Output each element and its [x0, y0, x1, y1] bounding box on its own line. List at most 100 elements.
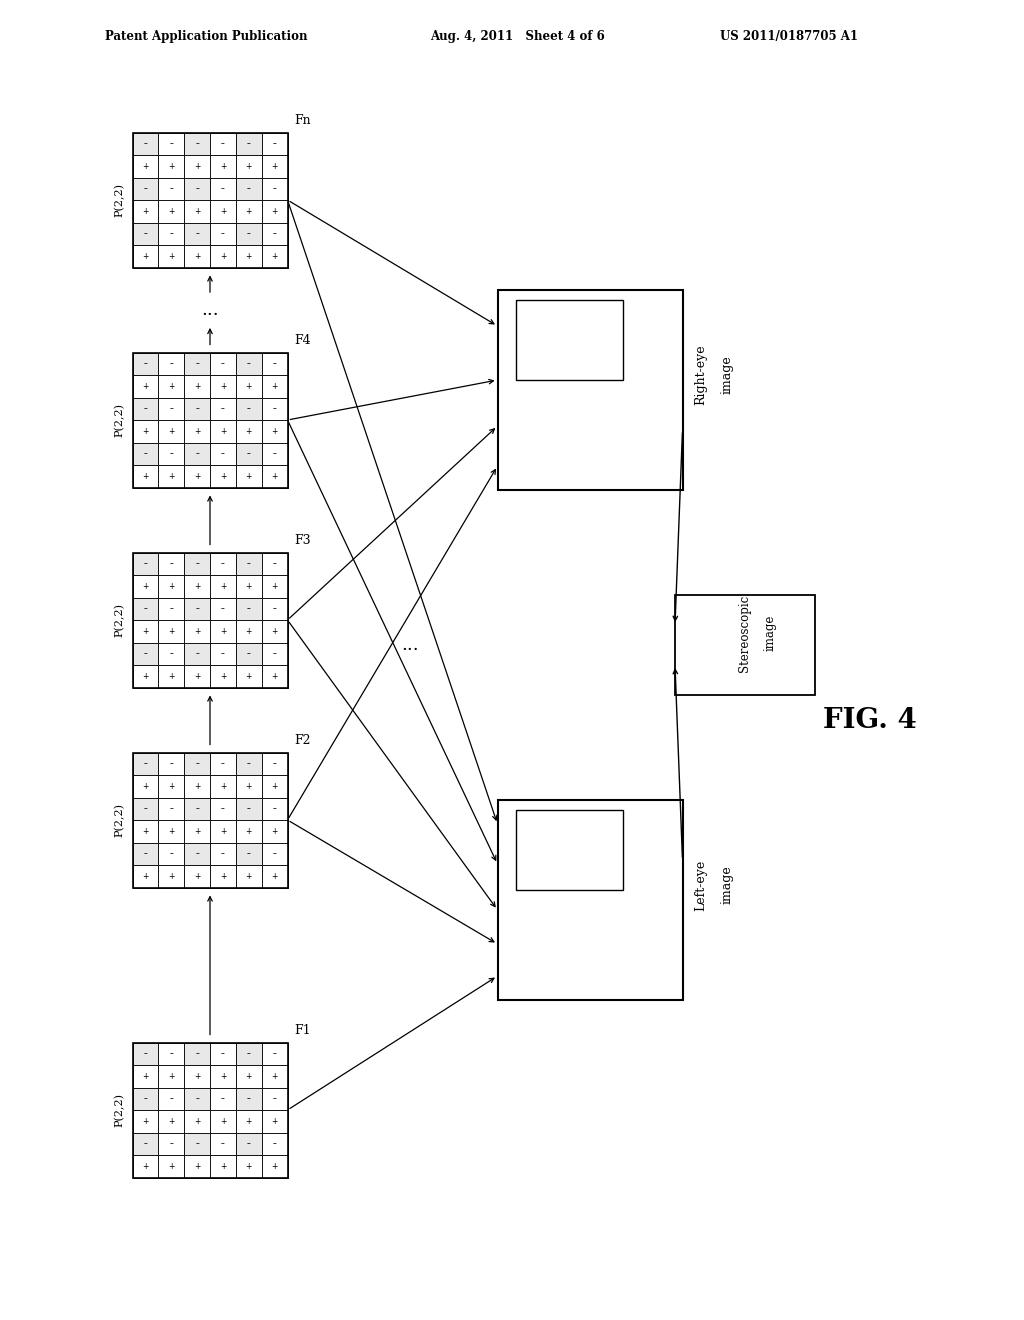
Bar — [159, 576, 184, 598]
Text: –: – — [196, 649, 199, 659]
Text: –: – — [143, 185, 147, 193]
Text: –: – — [247, 560, 251, 568]
Text: +: + — [168, 162, 174, 170]
Bar — [132, 775, 159, 797]
Text: –: – — [143, 1139, 147, 1148]
Text: +: + — [271, 381, 278, 391]
Text: +: + — [246, 252, 252, 261]
Text: ...: ... — [401, 636, 419, 653]
Bar — [184, 842, 210, 865]
Bar — [210, 177, 236, 201]
Bar — [132, 375, 159, 397]
Bar — [210, 1133, 236, 1155]
Text: +: + — [194, 162, 201, 170]
Text: –: – — [221, 139, 225, 148]
Bar — [132, 442, 159, 465]
Bar — [236, 643, 262, 665]
Bar — [184, 598, 210, 620]
Text: –: – — [221, 649, 225, 659]
Text: +: + — [220, 1072, 226, 1081]
Bar — [132, 397, 159, 420]
Bar — [159, 397, 184, 420]
Bar — [262, 442, 288, 465]
Text: –: – — [247, 185, 251, 193]
Bar — [516, 300, 624, 380]
Bar — [159, 465, 184, 487]
Text: –: – — [169, 1049, 173, 1059]
Text: +: + — [220, 426, 226, 436]
Text: Fn: Fn — [295, 115, 311, 128]
Text: –: – — [247, 605, 251, 614]
Bar — [210, 553, 236, 576]
Bar — [132, 752, 288, 887]
Text: +: + — [220, 1117, 226, 1126]
Bar — [262, 775, 288, 797]
Text: +: + — [194, 781, 201, 791]
Bar — [159, 865, 184, 887]
Text: +: + — [194, 871, 201, 880]
Text: F1: F1 — [295, 1024, 311, 1038]
Bar — [132, 553, 159, 576]
Bar — [184, 246, 210, 268]
Text: –: – — [221, 359, 225, 368]
Text: –: – — [169, 804, 173, 813]
Text: +: + — [142, 1117, 148, 1126]
Bar — [132, 598, 159, 620]
Text: +: + — [142, 426, 148, 436]
Bar — [262, 375, 288, 397]
Bar — [159, 797, 184, 820]
Text: –: – — [143, 139, 147, 148]
Text: +: + — [246, 381, 252, 391]
Bar — [210, 201, 236, 223]
Text: +: + — [271, 207, 278, 215]
Bar — [159, 775, 184, 797]
Text: +: + — [220, 826, 226, 836]
Text: –: – — [247, 759, 251, 768]
Text: Aug. 4, 2011   Sheet 4 of 6: Aug. 4, 2011 Sheet 4 of 6 — [430, 30, 605, 44]
Text: –: – — [247, 230, 251, 238]
Text: –: – — [272, 849, 276, 858]
Bar — [236, 154, 262, 177]
Bar — [236, 820, 262, 842]
Text: –: – — [143, 359, 147, 368]
Bar — [184, 420, 210, 442]
Text: +: + — [142, 207, 148, 215]
Text: Stereoscopic: Stereoscopic — [738, 594, 752, 672]
Bar — [159, 1065, 184, 1088]
Text: –: – — [221, 1049, 225, 1059]
Bar — [262, 865, 288, 887]
Bar — [132, 1155, 159, 1177]
Text: –: – — [143, 1094, 147, 1104]
Bar — [132, 223, 159, 246]
Bar — [236, 420, 262, 442]
Bar — [236, 201, 262, 223]
Text: +: + — [142, 871, 148, 880]
Text: –: – — [247, 404, 251, 413]
Text: FIG. 4: FIG. 4 — [823, 706, 916, 734]
Text: –: – — [272, 230, 276, 238]
Bar — [132, 1065, 159, 1088]
Text: +: + — [246, 1162, 252, 1171]
Bar — [184, 865, 210, 887]
Bar — [210, 442, 236, 465]
Bar — [210, 246, 236, 268]
Bar — [262, 1065, 288, 1088]
Text: +: + — [271, 871, 278, 880]
Bar — [159, 620, 184, 643]
Text: +: + — [194, 826, 201, 836]
Text: +: + — [142, 826, 148, 836]
Text: +: + — [194, 627, 201, 636]
Bar — [132, 201, 159, 223]
Text: +: + — [168, 871, 174, 880]
Text: +: + — [168, 1162, 174, 1171]
Bar — [184, 576, 210, 598]
Bar — [498, 290, 683, 490]
Text: –: – — [272, 605, 276, 614]
Bar — [159, 1133, 184, 1155]
Bar — [236, 1043, 262, 1065]
Text: +: + — [220, 1162, 226, 1171]
Bar — [236, 665, 262, 688]
Bar — [262, 752, 288, 775]
Bar — [262, 1110, 288, 1133]
Bar — [159, 665, 184, 688]
